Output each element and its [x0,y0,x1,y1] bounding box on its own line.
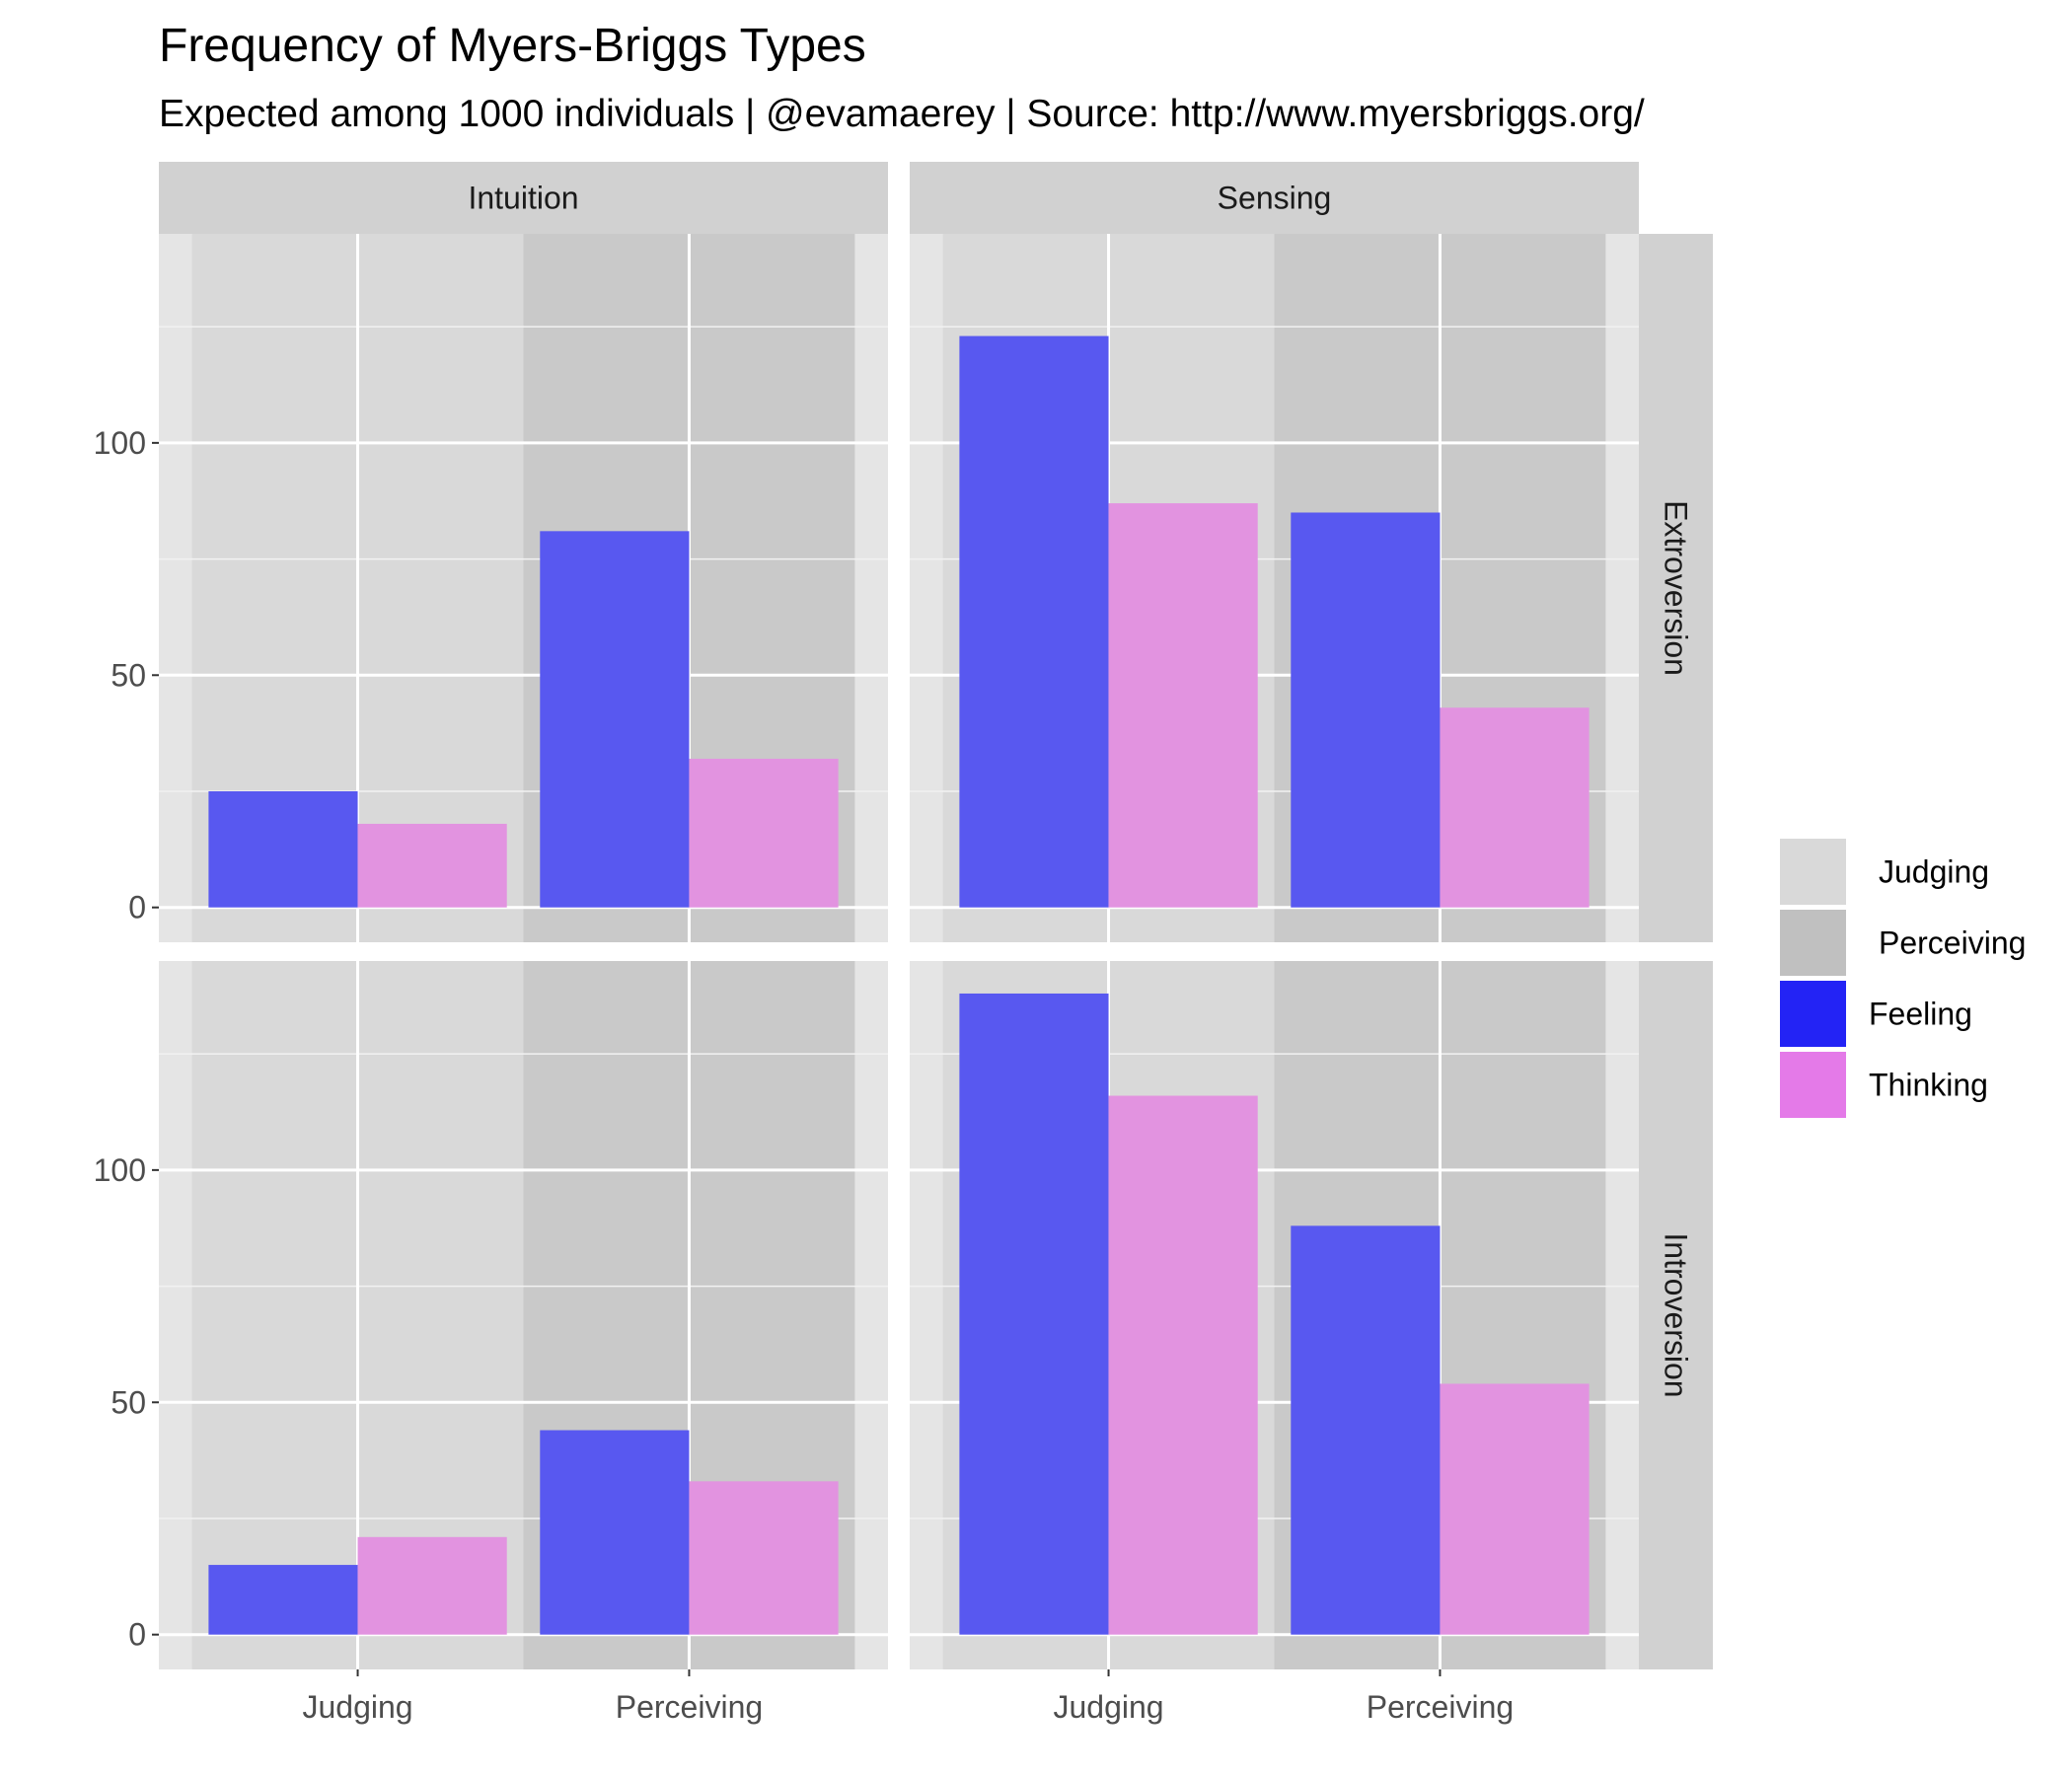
x-tick-label-perceiving: Perceiving [1367,1689,1514,1725]
bar-introversion-sensing-perceiving-feeling [1291,1225,1441,1635]
y-tick-label: 100 [94,1152,146,1188]
legend-label-perceiving: Perceiving [1879,925,2026,961]
x-tick-label-perceiving: Perceiving [616,1689,763,1725]
panels-layer: Intuition Sensing Extroversion Introversion… [94,162,1713,1725]
bar-extroversion-intuition-perceiving-thinking [689,759,839,908]
bar-extroversion-sensing-perceiving-feeling [1291,512,1441,908]
bar-extroversion-sensing-judging-thinking [1108,503,1258,908]
chart-title: Frequency of Myers-Briggs Types [159,20,866,72]
row-strip-label-extroversion: Extroversion [1659,500,1694,676]
strip-sensing [910,162,1639,234]
bar-extroversion-intuition-judging-feeling [208,790,358,908]
legend-key-thinking [1780,1052,1846,1118]
row-strip-introversion [1639,961,1713,1669]
legend-key-feeling [1780,981,1846,1047]
bar-introversion-sensing-judging-thinking [1108,1095,1258,1635]
x-tick-label-judging: Judging [302,1689,412,1725]
bar-extroversion-sensing-perceiving-thinking [1440,707,1590,908]
strip-intuition [159,162,888,234]
bar-introversion-intuition-judging-feeling [208,1565,358,1635]
legend-label-feeling: Feeling [1869,997,1972,1032]
bar-extroversion-intuition-perceiving-feeling [540,531,690,908]
legend: Judging Perceiving Feeling Thinking [1780,839,2026,1118]
y-tick-label: 0 [128,890,146,925]
y-tick-label: 50 [111,1384,146,1420]
strip-label-sensing: Sensing [1218,181,1332,216]
bar-extroversion-sensing-judging-feeling [959,335,1109,908]
y-tick-label: 0 [128,1617,146,1653]
bar-extroversion-intuition-judging-thinking [357,823,507,908]
x-tick-label-judging: Judging [1053,1689,1163,1725]
bar-introversion-sensing-perceiving-thinking [1440,1383,1590,1635]
bar-introversion-intuition-judging-thinking [357,1536,507,1635]
strip-label-intuition: Intuition [468,181,578,216]
legend-key-perceiving [1780,910,1846,976]
row-strip-label-introversion: Introversion [1659,1232,1694,1397]
bar-introversion-intuition-perceiving-thinking [689,1481,839,1635]
row-strip-extroversion [1639,234,1713,942]
bar-introversion-sensing-judging-feeling [959,993,1109,1635]
y-tick-label: 50 [111,657,146,693]
legend-key-judging [1780,839,1846,905]
bar-introversion-intuition-perceiving-feeling [540,1430,690,1635]
legend-label-thinking: Thinking [1869,1068,1988,1103]
chart-subtitle: Expected among 1000 individuals | @evama… [159,93,1645,135]
y-tick-label: 100 [94,425,146,461]
legend-label-judging: Judging [1879,854,1989,890]
